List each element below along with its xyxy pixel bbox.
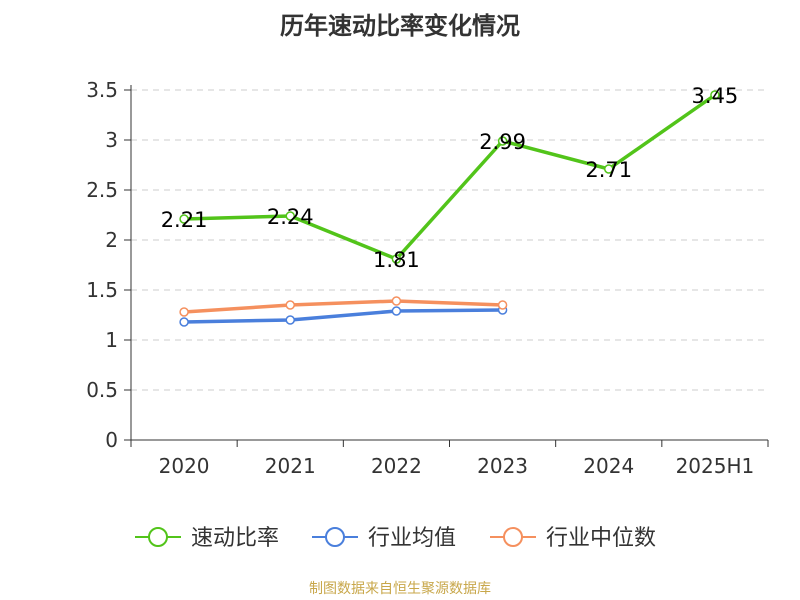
x-tick-label: 2025H1 xyxy=(676,454,755,478)
data-point xyxy=(497,300,508,310)
y-tick-label: 3.5 xyxy=(86,78,118,102)
data-point xyxy=(497,136,508,146)
data-point xyxy=(391,254,402,264)
data-source-note: 制图数据来自恒生聚源数据库 xyxy=(309,581,491,597)
data-point xyxy=(179,214,189,224)
y-tick-label: 2.5 xyxy=(86,178,118,202)
data-label: 3.45 xyxy=(692,84,739,108)
chart-title: 历年速动比率变化情况 xyxy=(280,12,520,40)
data-label: 2.24 xyxy=(267,205,314,229)
x-tick-label: 2022 xyxy=(371,454,422,478)
x-tick-label: 2021 xyxy=(265,454,316,478)
x-tick-label: 2020 xyxy=(159,454,210,478)
legend-swatch-marker xyxy=(148,527,168,547)
data-label: 1.81 xyxy=(373,248,420,272)
y-tick-label: 1.5 xyxy=(86,278,118,302)
data-point xyxy=(285,211,295,221)
data-label: 2.71 xyxy=(585,158,632,182)
y-tick-label: 2 xyxy=(105,228,118,252)
data-label: 2.21 xyxy=(161,208,208,232)
legend-swatch-marker xyxy=(503,527,523,547)
data-point xyxy=(285,300,295,310)
data-point xyxy=(391,296,402,306)
y-tick-label: 3 xyxy=(105,128,118,152)
x-tick-label: 2023 xyxy=(477,454,528,478)
y-tick-label: 1 xyxy=(105,328,118,352)
y-tick-label: 0 xyxy=(105,428,118,452)
data-label: 2.99 xyxy=(479,130,526,154)
series-line xyxy=(184,308,503,324)
series-line xyxy=(184,93,716,261)
legend-swatch-marker xyxy=(325,527,345,547)
data-point xyxy=(285,315,295,325)
data-point xyxy=(604,164,614,174)
legend-label: 速动比率 xyxy=(191,526,279,551)
data-point xyxy=(179,307,189,317)
legend-label: 行业中位数 xyxy=(546,526,656,551)
data-point xyxy=(179,317,189,327)
data-point xyxy=(391,306,402,316)
legend-label: 行业均值 xyxy=(368,526,456,551)
series-line xyxy=(183,299,503,314)
x-tick-label: 2024 xyxy=(583,454,634,478)
y-tick-label: 0.5 xyxy=(86,378,118,402)
data-point xyxy=(710,90,720,100)
